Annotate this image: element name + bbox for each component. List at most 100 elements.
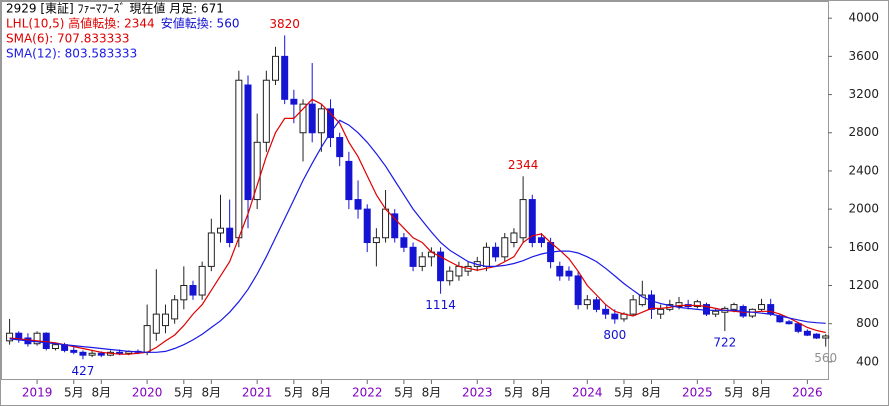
candle-body xyxy=(216,227,224,234)
candle-body xyxy=(262,79,270,143)
candle-body xyxy=(785,321,793,325)
candle-body xyxy=(528,199,536,244)
candle-body xyxy=(510,232,518,244)
price-annotation: 2344 xyxy=(508,158,539,172)
candle-body xyxy=(363,208,371,244)
candle-body xyxy=(647,294,655,310)
y-tick-label: 1200 xyxy=(848,278,879,292)
y-tick-label: 2000 xyxy=(848,202,879,216)
candle-body xyxy=(391,213,399,239)
candle-body xyxy=(592,299,600,310)
chart-title: 2929 [東証] ﾌｧｰﾏﾌｰｽﾞ 現在値 月足: 671 xyxy=(6,1,224,16)
candle-body xyxy=(638,294,646,306)
sma-line xyxy=(9,119,826,353)
price-annotation: 722 xyxy=(713,336,736,350)
candle-body xyxy=(574,275,582,306)
candle-body xyxy=(42,332,50,349)
candle-body xyxy=(409,246,417,267)
candle-body xyxy=(372,237,380,244)
candle-body xyxy=(501,237,509,258)
candle-body xyxy=(418,256,426,267)
candle-body xyxy=(336,137,344,158)
candle-body xyxy=(6,332,14,342)
candle-body xyxy=(207,232,215,267)
candle-body xyxy=(794,323,802,332)
x-tick-label: 2022 xyxy=(352,386,383,400)
x-tick-label: 5月 xyxy=(64,386,84,400)
candle-body xyxy=(244,84,252,201)
candle-body xyxy=(51,344,59,349)
candle-body xyxy=(382,208,390,239)
candle-body xyxy=(693,301,701,307)
price-annotation: 800 xyxy=(603,328,626,342)
candle-body xyxy=(629,299,637,315)
candle-body xyxy=(189,284,197,296)
candle-body xyxy=(611,313,619,320)
y-tick-label: 2400 xyxy=(848,163,879,177)
x-tick-label: 2020 xyxy=(132,386,163,400)
candle-body xyxy=(290,98,298,105)
y-tick-label: 3600 xyxy=(848,49,879,63)
plot-frame xyxy=(1,1,829,380)
y-tick-label: 4000 xyxy=(848,11,879,25)
x-tick-label: 8月 xyxy=(312,386,332,400)
x-tick-label: 2021 xyxy=(242,386,273,400)
x-tick-label: 5月 xyxy=(614,386,634,400)
candle-body xyxy=(400,237,408,248)
candle-body xyxy=(602,308,610,315)
candle-body xyxy=(327,108,335,139)
candle-body xyxy=(15,332,23,339)
x-tick-label: 2025 xyxy=(682,386,713,400)
x-tick-label: 5月 xyxy=(504,386,524,400)
candle-body xyxy=(97,352,105,356)
x-tick-label: 8月 xyxy=(642,386,662,400)
candle-body xyxy=(492,246,500,258)
y-tick-label: 3200 xyxy=(848,87,879,101)
x-tick-label: 8月 xyxy=(202,386,222,400)
legend-entry: SMA(6): 707.833333 xyxy=(6,32,130,46)
candle-body xyxy=(354,199,362,210)
candle-body xyxy=(70,349,78,353)
candle-body xyxy=(235,79,243,239)
price-annotation: 427 xyxy=(71,364,94,378)
x-tick-label: 2023 xyxy=(462,386,493,400)
candle-body xyxy=(565,270,573,277)
candle-body xyxy=(345,160,353,201)
x-tick-label: 5月 xyxy=(284,386,304,400)
candle-body xyxy=(556,265,564,277)
candle-body xyxy=(703,304,711,315)
price-annotation: 1114 xyxy=(425,298,456,312)
y-tick-label: 400 xyxy=(856,354,879,368)
x-tick-label: 2024 xyxy=(572,386,603,400)
candle-body xyxy=(116,351,124,354)
candle-body xyxy=(171,299,179,320)
y-tick-label: 1600 xyxy=(848,240,879,254)
candle-body xyxy=(482,246,490,267)
indicator-label: LHL(10,5) 高値転換: 2344 xyxy=(6,16,155,31)
candle-body xyxy=(675,302,683,307)
y-tick-label: 800 xyxy=(856,316,879,330)
x-tick-label: 5月 xyxy=(394,386,414,400)
candle-body xyxy=(657,308,665,315)
candle-body xyxy=(712,310,720,315)
x-tick-label: 2026 xyxy=(792,386,823,400)
candle-body xyxy=(767,304,775,315)
x-tick-label: 8月 xyxy=(752,386,772,400)
x-tick-label: 5月 xyxy=(174,386,194,400)
x-tick-label: 8月 xyxy=(532,386,552,400)
candle-body xyxy=(299,103,307,134)
candle-body xyxy=(455,265,463,277)
y-tick-label: 2800 xyxy=(848,125,879,139)
candle-body xyxy=(198,265,206,296)
candle-body xyxy=(730,304,738,310)
candle-body xyxy=(161,313,169,327)
candle-body xyxy=(583,299,591,306)
candle-body xyxy=(88,352,96,356)
candle-body xyxy=(822,335,830,339)
candle-body xyxy=(308,103,316,134)
candle-body xyxy=(803,330,811,336)
candle-body xyxy=(79,351,87,356)
price-annotation: 560 xyxy=(814,351,837,365)
